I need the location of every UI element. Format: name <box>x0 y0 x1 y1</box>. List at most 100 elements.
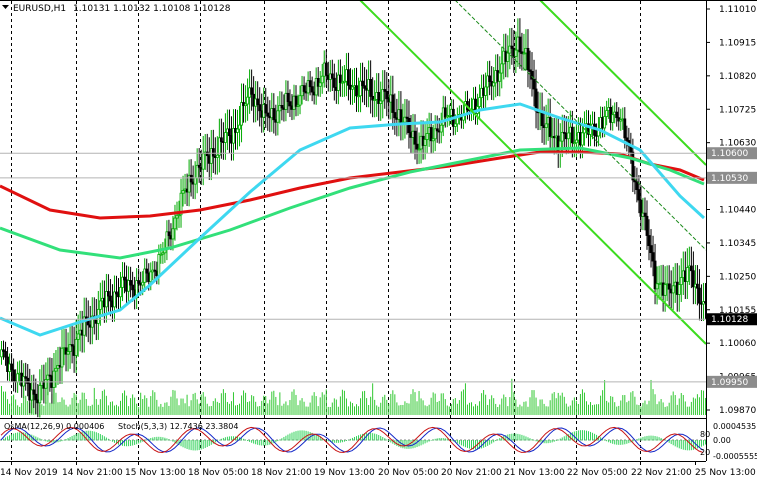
price-label: 1.10630 <box>719 139 756 149</box>
osma-bar <box>289 433 291 441</box>
volume-bar <box>27 401 29 415</box>
osma-bar <box>650 435 652 441</box>
candle-body <box>498 72 502 82</box>
candle-body <box>655 283 659 290</box>
osma-bar <box>430 440 432 441</box>
osma-bar <box>581 430 583 441</box>
volume-bar <box>642 402 644 415</box>
candle-body <box>217 137 221 156</box>
osma-bar <box>547 440 549 444</box>
osma-bar <box>281 438 283 441</box>
volume-bar <box>438 400 440 415</box>
candle-body <box>298 95 302 106</box>
candle-body <box>532 78 536 90</box>
candle-body <box>423 139 427 146</box>
ema-cyan-line <box>0 102 706 337</box>
osma-bar <box>228 436 230 441</box>
volume-bar <box>404 401 406 415</box>
osma-bar <box>230 436 232 441</box>
volume-bar <box>11 395 13 415</box>
candle-body <box>280 105 284 109</box>
osma-bar <box>440 437 442 441</box>
volume-bar <box>305 406 307 415</box>
osma-bar <box>392 440 394 444</box>
candle-body <box>361 80 364 87</box>
volume-bar <box>551 393 553 415</box>
time-label: 15 Nov 13:00 <box>125 468 186 478</box>
volume-bar <box>634 396 636 415</box>
osma-bar <box>160 436 162 441</box>
osma-bar <box>124 440 126 447</box>
candle-body <box>667 283 671 290</box>
osma-bar <box>523 435 525 441</box>
candle-body <box>492 82 496 87</box>
volume-bar <box>130 398 132 415</box>
volume-bar <box>287 405 289 415</box>
candle-body <box>296 104 300 107</box>
volume-bar <box>543 403 545 415</box>
candle-body <box>236 128 239 133</box>
candle-body <box>68 344 72 352</box>
indicator-axis-label: 0.0004535 <box>713 422 756 431</box>
time-label: 25 Nov 13:00 <box>695 468 756 478</box>
volume-bar <box>142 399 144 415</box>
osma-bar <box>29 433 31 441</box>
candle-body <box>240 102 243 126</box>
osma-bar <box>204 440 206 448</box>
osma-bar <box>600 437 602 441</box>
candle-body <box>332 77 336 88</box>
volume-bar <box>652 389 654 415</box>
volume-bar <box>212 401 214 415</box>
volume-bar <box>249 401 251 415</box>
candle-body <box>340 81 344 84</box>
candle-body <box>70 344 74 347</box>
volume-bar <box>479 401 481 415</box>
osma-bar <box>495 440 497 442</box>
osma-bar <box>614 440 616 445</box>
osma-bar <box>186 440 188 449</box>
volume-bar <box>525 401 527 415</box>
candle-body <box>266 112 270 117</box>
volume-bar <box>259 406 261 415</box>
candle-body <box>506 52 510 62</box>
volume-bar <box>47 391 49 415</box>
osma-bar <box>412 440 414 449</box>
candle-body <box>691 270 695 288</box>
candle-body <box>488 75 492 82</box>
osma-bar <box>265 440 267 446</box>
candle-body <box>689 265 693 272</box>
candle-body <box>330 73 334 79</box>
volume-bar <box>412 389 414 415</box>
osma-bar <box>537 440 539 442</box>
volume-bar <box>148 406 150 415</box>
candle-body <box>131 284 135 291</box>
osma-bar <box>624 440 626 445</box>
volume-bar <box>690 401 692 415</box>
candle-body <box>320 75 324 84</box>
osma-bar <box>245 439 247 441</box>
candle-body <box>635 181 639 191</box>
volume-bar <box>614 402 616 415</box>
osma-bar <box>202 440 204 449</box>
candle-body <box>76 333 80 340</box>
osma-bar <box>21 432 23 441</box>
osma-bar <box>226 436 228 441</box>
volume-bar <box>9 403 11 415</box>
volume-bar <box>23 397 25 415</box>
candle-body <box>224 132 227 143</box>
osma-bar <box>370 432 372 441</box>
volume-bar <box>704 397 706 415</box>
candle-body <box>603 116 607 129</box>
osma-bar <box>644 436 646 441</box>
osma-bar <box>309 432 311 441</box>
dropdown-triangle-icon[interactable] <box>2 5 9 9</box>
osma-bar <box>303 430 305 441</box>
time-label: 22 Nov 21:00 <box>631 468 692 478</box>
candle-body <box>98 300 102 310</box>
osma-bar <box>668 440 670 443</box>
volume-bar <box>117 406 119 415</box>
osma-bar <box>452 440 454 442</box>
osma-bar <box>79 432 81 441</box>
volume-bar <box>51 393 53 415</box>
